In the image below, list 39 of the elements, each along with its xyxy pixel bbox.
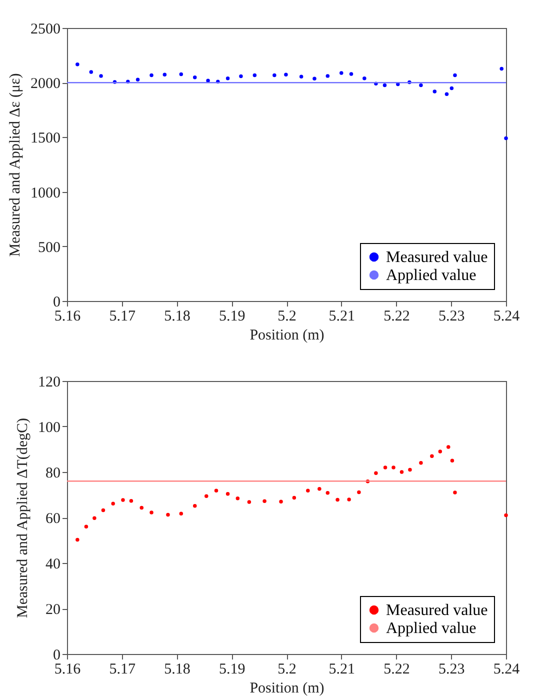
y-tick-label: 0 bbox=[53, 648, 60, 664]
x-tick-label: 5.19 bbox=[219, 662, 246, 678]
x-tick-label: 5.16 bbox=[54, 662, 82, 678]
x-axis-title: Position (m) bbox=[250, 328, 324, 344]
y-tick-label: 20 bbox=[46, 602, 60, 618]
y-tick-label: 1000 bbox=[30, 185, 60, 202]
legend-label: Applied value bbox=[386, 620, 476, 637]
y-tick-label: 0 bbox=[53, 294, 60, 310]
x-tick-label: 5.24 bbox=[493, 308, 520, 324]
x-tick-label: 5.19 bbox=[219, 308, 246, 324]
y-tick-label: 80 bbox=[46, 466, 60, 482]
y-tick-label: 2500 bbox=[30, 22, 60, 38]
x-tick-label: 5.2 bbox=[278, 662, 296, 678]
y-tick-label: 60 bbox=[46, 511, 60, 527]
x-tick-label: 5.23 bbox=[438, 308, 465, 324]
legend-label: Applied value bbox=[386, 267, 476, 284]
y-tick-label: 500 bbox=[38, 240, 60, 256]
x-tick-label: 5.18 bbox=[164, 308, 190, 324]
y-tick-label: 2000 bbox=[30, 76, 60, 92]
x-tick-label: 5.18 bbox=[164, 662, 190, 678]
y-tick-label: 100 bbox=[38, 420, 60, 436]
y-axis-title: Measured and Applied ΔT(degC) bbox=[15, 418, 31, 618]
y-axis-title: Measured and Applied Δε (με) bbox=[8, 73, 24, 257]
x-tick-label: 5.22 bbox=[384, 308, 410, 324]
legend-label: Measured value bbox=[386, 602, 488, 619]
y-tick-label: 40 bbox=[46, 556, 60, 572]
x-tick-label: 5.2 bbox=[278, 308, 296, 324]
x-tick-label: 5.24 bbox=[493, 662, 520, 678]
x-tick-label: 5.17 bbox=[109, 662, 136, 678]
legend-label: Measured value bbox=[386, 249, 488, 266]
x-tick-label: 5.17 bbox=[109, 308, 136, 324]
y-tick-label: 120 bbox=[38, 374, 60, 390]
x-tick-label: 5.21 bbox=[328, 308, 355, 324]
x-tick-label: 5.22 bbox=[384, 662, 410, 678]
y-tick-label: 1500 bbox=[30, 130, 60, 147]
x-tick-label: 5.16 bbox=[54, 308, 82, 324]
x-tick-label: 5.21 bbox=[328, 662, 355, 678]
x-axis-title: Position (m) bbox=[250, 680, 324, 696]
x-tick-label: 5.23 bbox=[438, 662, 465, 678]
